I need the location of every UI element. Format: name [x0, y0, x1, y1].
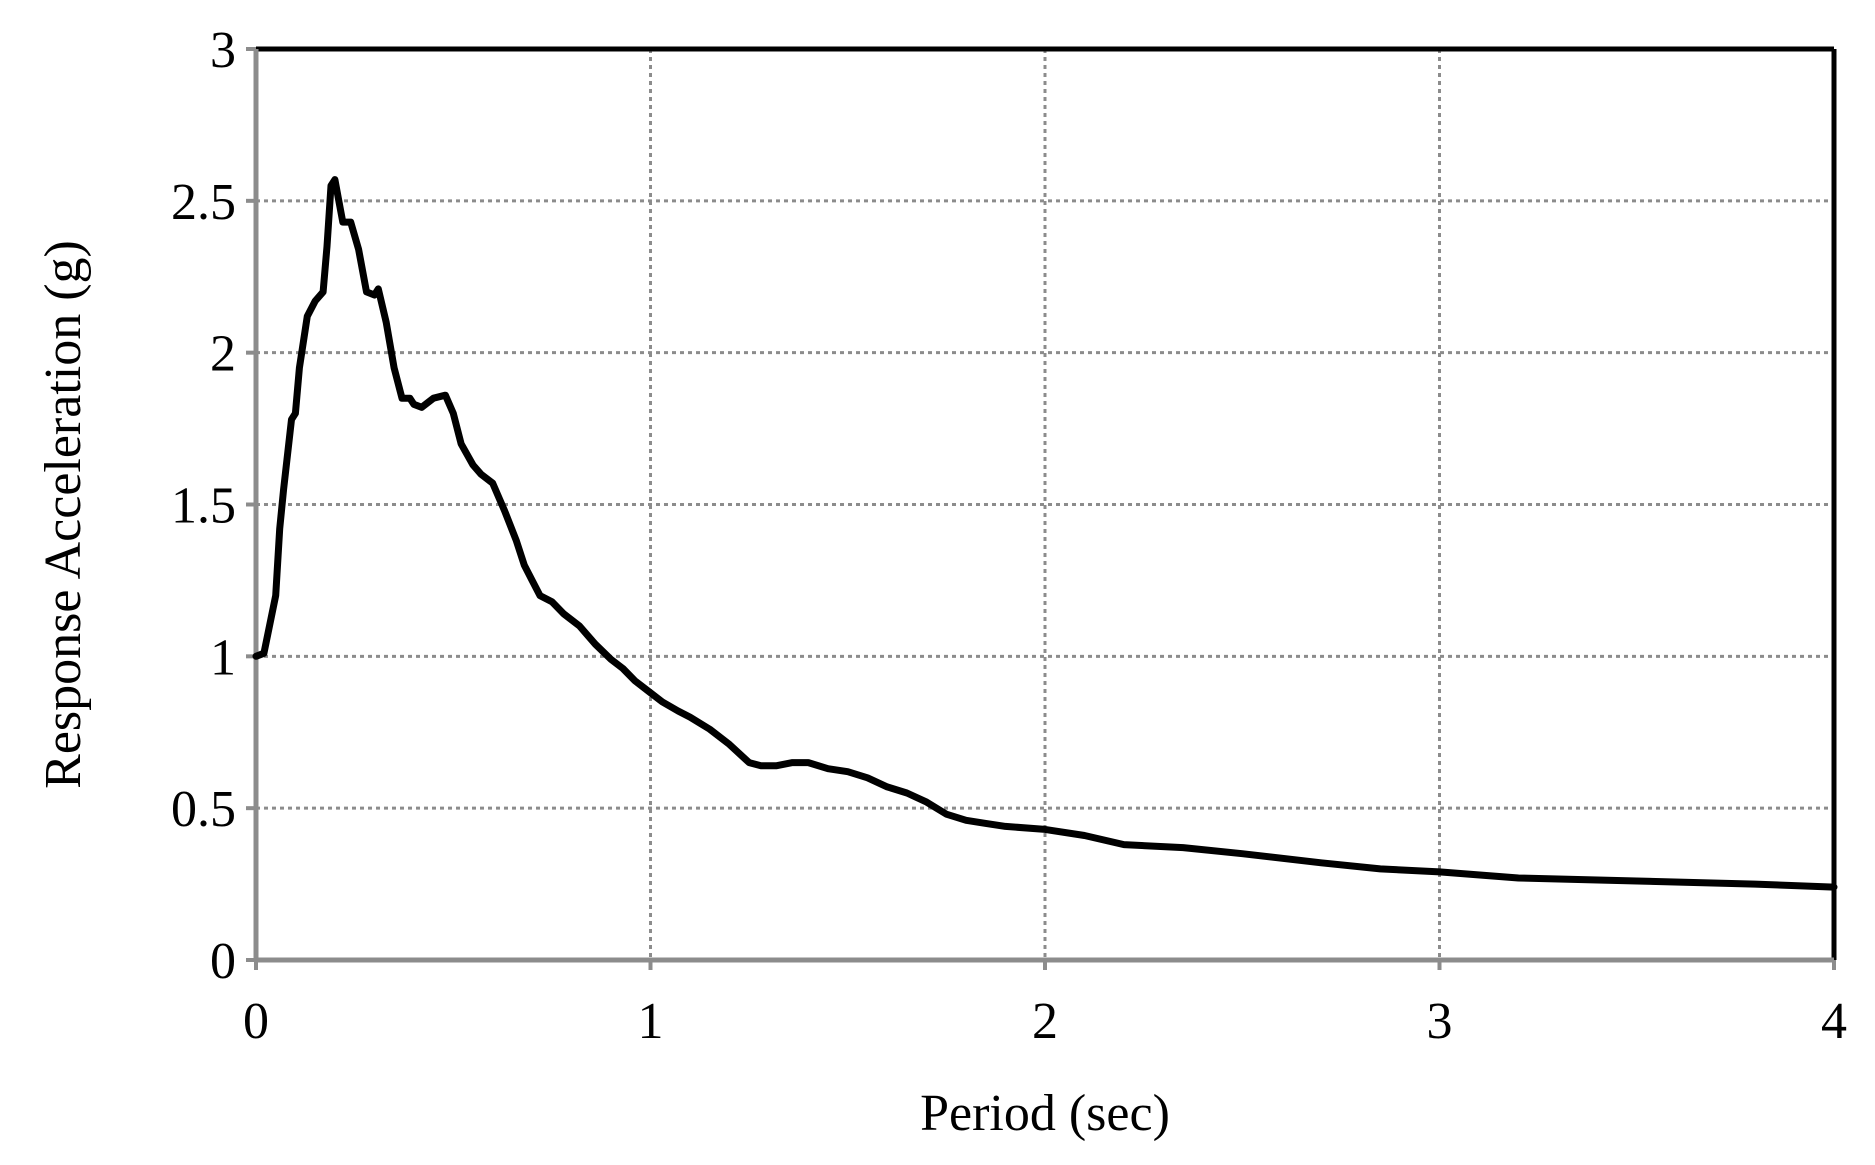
x-tick-label: 2 [1032, 993, 1058, 1050]
x-tick-label: 0 [243, 993, 269, 1050]
y-gridlines [256, 199, 1834, 810]
y-axis-title: Response Acceleration (g) [35, 240, 92, 789]
x-axis-title: Period (sec) [920, 1085, 1170, 1142]
y-tick-label: 3 [210, 22, 236, 79]
y-tick-labels: 0 0.5 1 1.5 2 2.5 3 [171, 22, 236, 990]
series-group [252, 176, 1838, 891]
axes [246, 46, 1837, 970]
x-tick-label: 4 [1821, 993, 1847, 1050]
y-tick-label: 0.5 [171, 781, 236, 838]
y-tick-label: 0 [210, 933, 236, 990]
x-tick-labels: 0 1 2 3 4 [243, 993, 1847, 1050]
x-tick-label: 1 [638, 993, 664, 1050]
y-tick-label: 1.5 [171, 478, 236, 535]
y-tick-label: 1 [210, 629, 236, 686]
y-tick-label: 2.5 [171, 174, 236, 231]
response-spectrum-line [252, 176, 1838, 891]
y-tick-label: 2 [210, 326, 236, 383]
x-tick-label: 3 [1427, 993, 1453, 1050]
